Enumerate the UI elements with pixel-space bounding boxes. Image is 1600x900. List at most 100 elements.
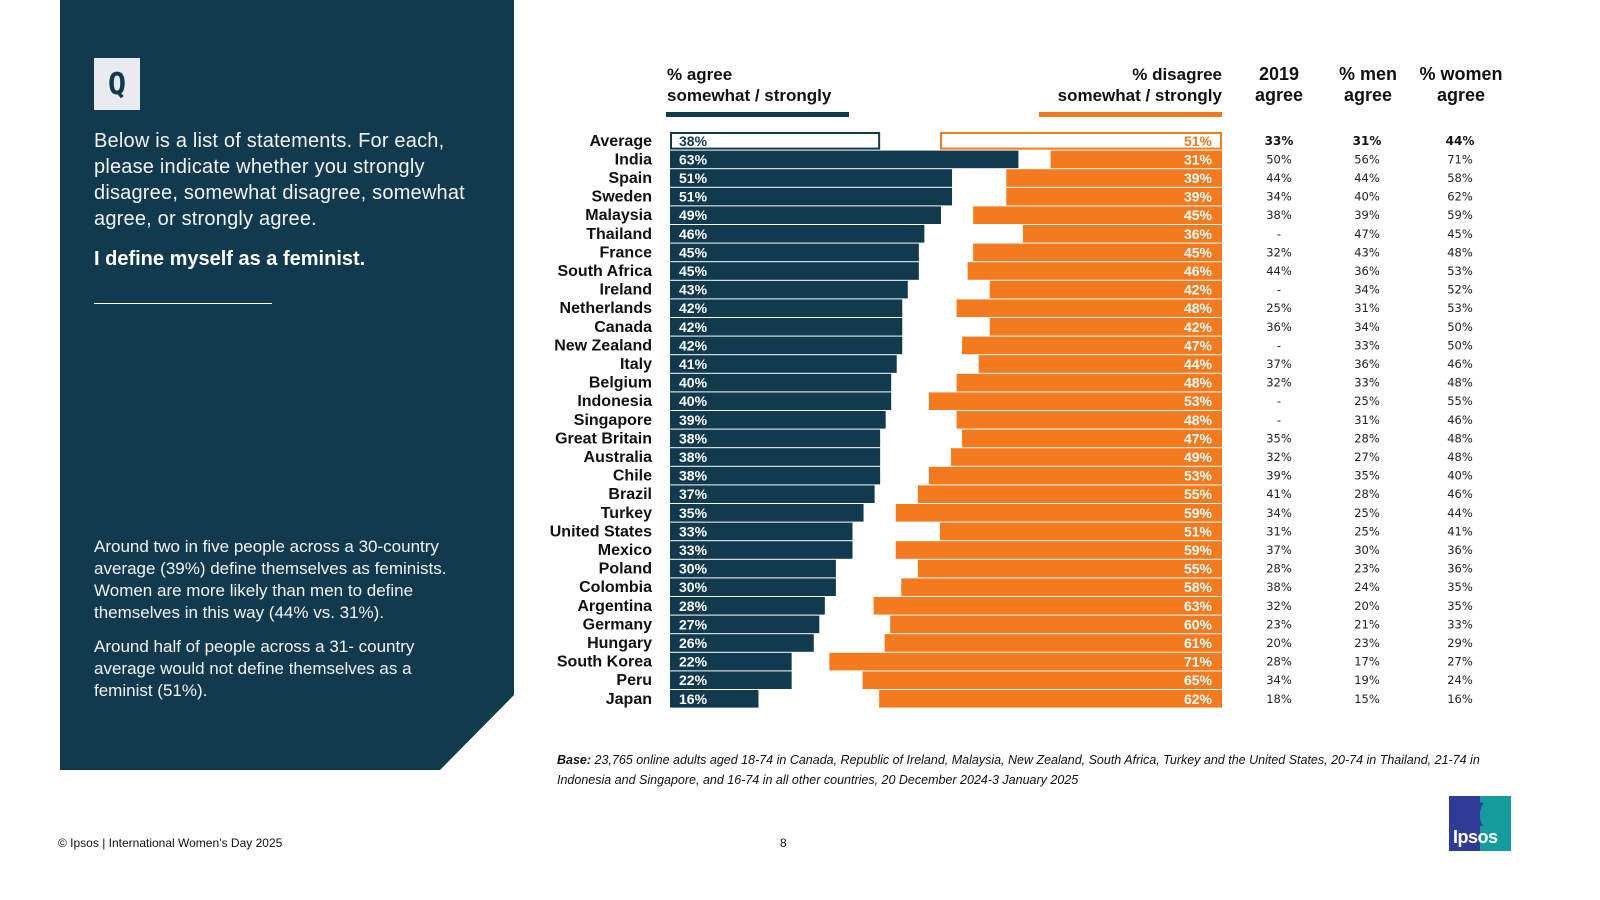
women-header-line2: agree xyxy=(1436,85,1486,105)
agree-value-label: 30% xyxy=(679,561,708,577)
agree-value-label: 42% xyxy=(679,300,708,316)
women-value: 71% xyxy=(1447,152,1473,166)
y2019-value: - xyxy=(1277,283,1281,297)
men-value: 25% xyxy=(1354,506,1380,520)
y2019-value: 50% xyxy=(1266,152,1292,166)
panel-divider xyxy=(94,303,272,304)
disagree-bar xyxy=(829,652,1222,671)
men-value: 19% xyxy=(1354,673,1380,687)
agree-bar xyxy=(670,150,1019,169)
ipsos-logo: Ipsos xyxy=(1449,796,1511,851)
women-value: 27% xyxy=(1447,655,1473,669)
y2019-value: 28% xyxy=(1266,655,1292,669)
women-value: 46% xyxy=(1447,413,1473,427)
agree-value-label: 27% xyxy=(679,616,708,632)
question-panel xyxy=(60,0,514,770)
disagree-bar xyxy=(879,690,1222,708)
women-value: 41% xyxy=(1447,524,1473,538)
disagree-legend-bar xyxy=(1039,112,1222,117)
y2019-value: 18% xyxy=(1266,692,1292,706)
agree-value-label: 45% xyxy=(679,244,708,260)
country-label: Netherlands xyxy=(560,300,653,317)
disagree-value-label: 59% xyxy=(1184,505,1213,521)
logo-head-shape-2 xyxy=(1480,802,1494,826)
agree-bar xyxy=(670,615,820,634)
women-value: 35% xyxy=(1447,599,1473,613)
men-column-header: % men agree xyxy=(1323,64,1413,106)
country-label: Mexico xyxy=(598,542,652,559)
disagree-value-label: 71% xyxy=(1184,654,1213,670)
disagree-value-label: 58% xyxy=(1184,579,1213,595)
women-value: 29% xyxy=(1447,636,1473,650)
men-value: 31% xyxy=(1354,301,1380,315)
disagree-value-label: 48% xyxy=(1184,300,1213,316)
women-column-header: % women agree xyxy=(1416,64,1506,106)
disagree-bar xyxy=(1006,187,1222,206)
agree-bar xyxy=(670,429,881,448)
country-label: South Africa xyxy=(557,263,652,280)
agree-bar xyxy=(670,671,792,689)
country-label: South Korea xyxy=(557,654,652,671)
disagree-value-label: 51% xyxy=(1184,133,1213,149)
men-value: 24% xyxy=(1354,580,1380,594)
disagree-value-label: 53% xyxy=(1184,468,1213,484)
y2019-value: 37% xyxy=(1266,357,1292,371)
agree-bar xyxy=(670,206,941,224)
agree-value-label: 38% xyxy=(679,133,708,149)
agree-value-label: 46% xyxy=(679,226,708,242)
men-value: 27% xyxy=(1354,450,1380,464)
country-label: Singapore xyxy=(574,412,652,429)
agree-value-label: 42% xyxy=(679,337,708,353)
agree-value-label: 38% xyxy=(679,449,708,465)
y2019-value: 34% xyxy=(1266,673,1292,687)
women-value: 44% xyxy=(1447,506,1473,520)
agree-value-label: 30% xyxy=(679,579,708,595)
country-label: Argentina xyxy=(577,598,652,615)
disagree-value-label: 31% xyxy=(1184,151,1213,167)
y2019-header-line2: agree xyxy=(1254,85,1304,105)
disagree-value-label: 65% xyxy=(1184,672,1213,688)
women-value: 35% xyxy=(1447,580,1473,594)
country-label: Chile xyxy=(613,468,652,485)
men-value: 28% xyxy=(1354,431,1380,445)
country-label: Italy xyxy=(620,356,652,373)
page-number: 8 xyxy=(780,836,787,850)
agree-bar xyxy=(670,392,892,410)
country-label: United States xyxy=(550,523,652,540)
women-value: 53% xyxy=(1447,301,1473,315)
country-label: India xyxy=(615,151,652,168)
country-label: Germany xyxy=(583,616,652,633)
disagree-bar xyxy=(1006,169,1222,187)
men-value: 33% xyxy=(1354,338,1380,352)
women-value: 16% xyxy=(1447,692,1473,706)
base-note-label: Base: xyxy=(557,753,592,767)
y2019-value: 25% xyxy=(1266,301,1292,315)
y2019-value: 33% xyxy=(1265,134,1294,148)
agree-bar xyxy=(670,373,892,392)
disagree-value-label: 45% xyxy=(1184,207,1213,223)
men-value: 36% xyxy=(1354,264,1380,278)
agree-bar xyxy=(670,597,825,615)
men-value: 23% xyxy=(1354,562,1380,576)
women-value: 55% xyxy=(1447,394,1473,408)
women-value: 48% xyxy=(1447,376,1473,390)
disagree-bar xyxy=(939,522,1222,541)
logo-text: Ipsos xyxy=(1453,827,1498,847)
men-value: 21% xyxy=(1354,617,1380,631)
country-label: Ireland xyxy=(600,282,652,299)
disagree-column-header: % disagree somewhat / strongly xyxy=(1058,64,1222,106)
summary-paragraph-2: Around half of people across a 31- count… xyxy=(94,637,415,700)
agree-bar xyxy=(670,504,864,522)
disagree-value-label: 62% xyxy=(1184,691,1213,707)
disagree-value-label: 42% xyxy=(1184,282,1213,298)
country-label: Turkey xyxy=(601,505,652,522)
agree-bar xyxy=(670,280,908,299)
disagree-bar xyxy=(884,634,1222,652)
country-label: Malaysia xyxy=(585,207,652,224)
women-header-line1: % women xyxy=(1419,64,1503,84)
agree-header-line2: somewhat / strongly xyxy=(667,86,832,105)
disagree-bar xyxy=(967,262,1222,280)
agree-value-label: 35% xyxy=(679,505,708,521)
men-value: 34% xyxy=(1354,320,1380,334)
disagree-bar xyxy=(962,336,1222,355)
